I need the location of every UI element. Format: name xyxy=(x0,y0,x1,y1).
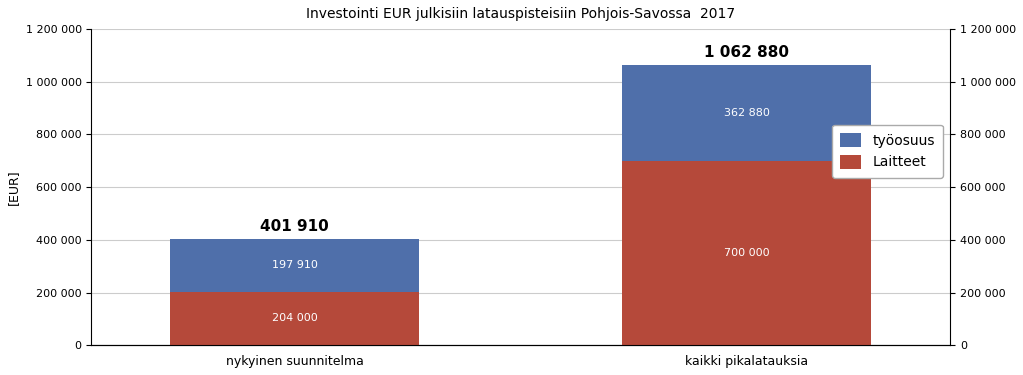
Y-axis label: [EUR]: [EUR] xyxy=(7,170,19,205)
Text: 401 910: 401 910 xyxy=(261,219,329,234)
Text: 362 880: 362 880 xyxy=(724,108,769,118)
Legend: työosuus, Laitteet: työosuus, Laitteet xyxy=(832,124,943,178)
Text: 197 910: 197 910 xyxy=(272,261,318,270)
Bar xyxy=(171,239,419,292)
Title: Investointi EUR julkisiin latauspisteisiin Pohjois-Savossa  2017: Investointi EUR julkisiin latauspisteisi… xyxy=(306,7,736,21)
Text: 700 000: 700 000 xyxy=(724,248,769,258)
Bar xyxy=(622,65,872,161)
Text: 1 062 880: 1 062 880 xyxy=(704,45,790,60)
Bar xyxy=(622,161,872,345)
Bar xyxy=(171,292,419,345)
Text: 204 000: 204 000 xyxy=(272,314,317,324)
